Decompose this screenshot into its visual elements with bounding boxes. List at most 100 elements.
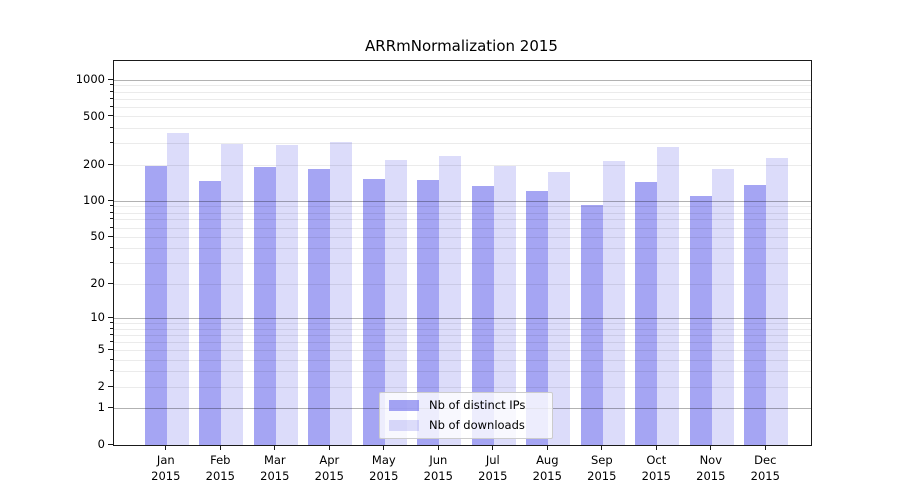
gridline-minor-7 (114, 334, 811, 336)
x-tick-year: 2015 (478, 468, 508, 483)
legend: Nb of distinct IPs Nb of downloads (379, 392, 553, 439)
x-tick-label-nov: Nov 2015 (683, 453, 739, 484)
gridline-major-1000 (114, 79, 811, 81)
x-tick-label-jul: Jul 2015 (465, 453, 521, 484)
plot-area (113, 60, 812, 446)
gridline-major-100 (114, 200, 811, 202)
bar-distinct-ips-may (362, 179, 385, 445)
y-tick-label-500: 500 (83, 108, 105, 123)
bar-downloads-apr (330, 142, 353, 445)
gridline-minor-40 (114, 248, 811, 250)
bar-downloads-sep (602, 161, 625, 445)
y-tick-mark-0 (108, 443, 113, 445)
x-tick-month: Mar (263, 453, 286, 467)
legend-entry-distinct-ips: Nb of distinct IPs (389, 399, 543, 412)
x-tick-mark-jul (492, 445, 494, 450)
y-tick-mark-minor-4 (110, 358, 113, 360)
x-tick-mark-jun (437, 445, 439, 450)
gridline-minor-8 (114, 328, 811, 330)
legend-label-distinct-ips: Nb of distinct IPs (429, 398, 526, 412)
bar-downloads-jul (493, 166, 516, 445)
x-tick-month: Feb (210, 453, 231, 467)
bar-distinct-ips-jul (471, 186, 494, 445)
x-tick-month: Dec (754, 453, 777, 467)
legend-swatch-downloads (389, 420, 419, 431)
bar-downloads-nov (711, 169, 734, 445)
y-tick-mark-minor-300 (110, 142, 113, 144)
y-tick-mark-10 (108, 316, 113, 318)
bar-distinct-ips-jun (417, 180, 440, 445)
x-tick-label-feb: Feb 2015 (192, 453, 248, 484)
gridline-minor-2 (114, 386, 811, 388)
y-tick-mark-minor-80 (110, 211, 113, 213)
y-tick-mark-minor-5 (110, 348, 113, 350)
bar-distinct-ips-aug (526, 190, 549, 445)
x-tick-month: Jun (429, 453, 448, 467)
y-tick-label-1000: 1000 (75, 72, 105, 87)
x-tick-month: Nov (699, 453, 723, 467)
y-tick-mark-minor-600 (110, 105, 113, 107)
bar-distinct-ips-oct (635, 181, 658, 445)
y-tick-label-5: 5 (97, 342, 105, 357)
y-tick-label-2: 2 (97, 379, 105, 393)
x-tick-year: 2015 (750, 468, 780, 483)
y-tick-mark-minor-8 (110, 327, 113, 329)
chart-title: ARRmNormalization 2015 (365, 37, 558, 55)
x-tick-year: 2015 (260, 468, 290, 483)
x-tick-year: 2015 (532, 468, 562, 483)
x-tick-year: 2015 (314, 468, 344, 483)
gridline-minor-200 (114, 164, 811, 166)
legend-swatch-distinct-ips (389, 400, 419, 411)
x-tick-year: 2015 (641, 468, 671, 483)
y-tick-mark-minor-90 (110, 205, 113, 207)
x-tick-label-aug: Aug 2015 (519, 453, 575, 484)
y-tick-mark-1000 (108, 78, 113, 80)
x-tick-month: Jan (156, 453, 175, 467)
y-tick-mark-minor-50 (110, 235, 113, 237)
x-tick-label-dec: Dec 2015 (737, 453, 793, 484)
x-tick-mark-may (383, 445, 385, 450)
bar-distinct-ips-nov (689, 196, 712, 445)
y-tick-mark-minor-40 (110, 247, 113, 249)
y-tick-mark-minor-500 (110, 115, 113, 117)
gridline-minor-5 (114, 349, 811, 351)
x-tick-mark-mar (274, 445, 276, 450)
bar-downloads-mar (275, 145, 298, 445)
bar-downloads-aug (548, 172, 571, 445)
y-tick-label-100: 100 (83, 193, 105, 208)
bar-distinct-ips-apr (308, 168, 331, 445)
x-tick-label-sep: Sep 2015 (574, 453, 630, 484)
y-tick-mark-minor-20 (110, 282, 113, 284)
gridline-minor-80 (114, 212, 811, 214)
gridline-minor-800 (114, 91, 811, 93)
x-tick-label-oct: Oct 2015 (628, 453, 684, 484)
x-tick-year: 2015 (369, 468, 399, 483)
x-tick-label-may: May 2015 (356, 453, 412, 484)
x-tick-year: 2015 (423, 468, 453, 483)
gridline-minor-600 (114, 106, 811, 108)
x-tick-year: 2015 (587, 468, 617, 483)
y-tick-mark-minor-9 (110, 321, 113, 323)
y-tick-mark-minor-70 (110, 218, 113, 220)
gridline-minor-4 (114, 359, 811, 361)
x-tick-year: 2015 (696, 468, 726, 483)
bar-downloads-dec (766, 158, 789, 445)
y-tick-mark-1 (108, 406, 113, 408)
x-tick-month: May (371, 453, 396, 467)
y-tick-mark-minor-900 (110, 84, 113, 86)
bar-distinct-ips-sep (580, 205, 603, 445)
bar-distinct-ips-mar (253, 166, 276, 445)
bar-downloads-feb (221, 144, 244, 445)
x-tick-mark-aug (546, 445, 548, 450)
x-tick-label-jan: Jan 2015 (138, 453, 194, 484)
y-tick-mark-minor-6 (110, 340, 113, 342)
legend-entry-downloads: Nb of downloads (389, 419, 543, 432)
y-tick-mark-100 (108, 199, 113, 201)
gridline-minor-70 (114, 219, 811, 221)
y-tick-mark-minor-7 (110, 333, 113, 335)
x-tick-label-apr: Apr 2015 (301, 453, 357, 484)
gridline-minor-500 (114, 116, 811, 118)
x-tick-month: Apr (319, 453, 340, 467)
y-tick-label-0: 0 (97, 437, 105, 451)
